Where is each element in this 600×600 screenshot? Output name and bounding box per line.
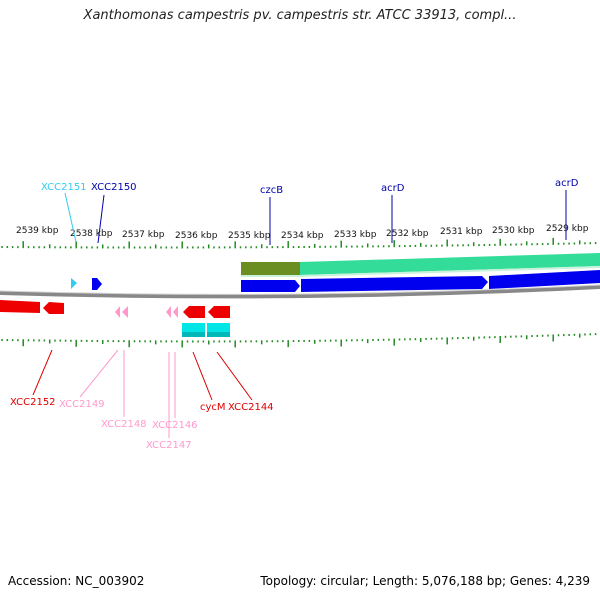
gene-label-acrD-2[interactable]: acrD (555, 178, 579, 189)
leader-line (97, 194, 105, 244)
gene-label-XCC2149[interactable]: XCC2149 (59, 399, 105, 410)
feature-shade (207, 332, 230, 337)
cycM-cds[interactable] (183, 306, 205, 318)
gene-label-XCC2151[interactable]: XCC2151 (41, 182, 87, 193)
gene-label-acrD[interactable]: acrD (381, 183, 405, 194)
XCC2146-cds[interactable] (173, 306, 178, 318)
czcB-feature[interactable] (241, 262, 300, 275)
ruler-label: 2530 kbp (492, 226, 535, 236)
acrD-cds[interactable] (301, 276, 488, 292)
feature-shadow (241, 266, 600, 277)
accession-text: Accession: NC_003902 (8, 574, 145, 588)
ruler-label: 2533 kbp (334, 230, 377, 240)
ruler-ticks-top (1, 237, 597, 249)
gene-label-cycM[interactable]: cycM (200, 402, 226, 413)
leader-line (192, 351, 213, 401)
backbone-highlight (0, 284, 600, 295)
XCC2148-cds[interactable] (122, 306, 128, 318)
ruler-label: 2534 kbp (281, 231, 324, 241)
gene-label-czcB[interactable]: czcB (260, 185, 283, 196)
gene-label-XCC2144[interactable]: XCC2144 (228, 402, 274, 413)
XCC2152-cds[interactable] (0, 300, 40, 313)
ruler-label: 2536 kbp (175, 231, 218, 241)
ruler-label: 2535 kbp (228, 231, 271, 241)
gene-label-XCC2148[interactable]: XCC2148 (101, 419, 147, 430)
map-title: Xanthomonas campestris pv. campestris st… (83, 8, 517, 23)
ruler-label: 2529 kbp (546, 224, 589, 234)
gene-label-XCC2152[interactable]: XCC2152 (10, 397, 56, 408)
genome-summary-text: Topology: circular; Length: 5,076,188 bp… (260, 574, 590, 588)
gene-label-XCC2147[interactable]: XCC2147 (146, 440, 192, 451)
acrD-feature[interactable] (300, 253, 600, 275)
gene-label-XCC2146[interactable]: XCC2146 (152, 420, 198, 431)
leader-line (64, 192, 77, 243)
backbone-line (0, 285, 600, 299)
ruler-label: 2539 kbp (16, 226, 59, 236)
XCC2150-cds[interactable] (92, 278, 102, 290)
ruler-label: 2531 kbp (440, 227, 483, 237)
leader-line (216, 351, 253, 401)
XCC2151-cds[interactable] (71, 278, 77, 289)
ruler-label: 2532 kbp (386, 229, 429, 239)
XCC2149-cds[interactable] (115, 306, 120, 318)
leader-line (79, 349, 119, 398)
XCC2144-cds[interactable] (208, 306, 230, 318)
acrD-cds-2[interactable] (489, 270, 600, 289)
feature-shade (182, 332, 205, 337)
leader-line (32, 349, 53, 396)
gene-label-XCC2150[interactable]: XCC2150 (91, 182, 137, 193)
ruler-label: 2537 kbp (122, 230, 165, 240)
ruler-label: 2538 kbp (70, 229, 113, 239)
czcB-cds[interactable] (241, 280, 300, 292)
ruler-ticks-bottom (1, 333, 597, 348)
XCC2152-cds-2[interactable] (43, 302, 64, 314)
XCC2147-cds[interactable] (166, 306, 171, 318)
